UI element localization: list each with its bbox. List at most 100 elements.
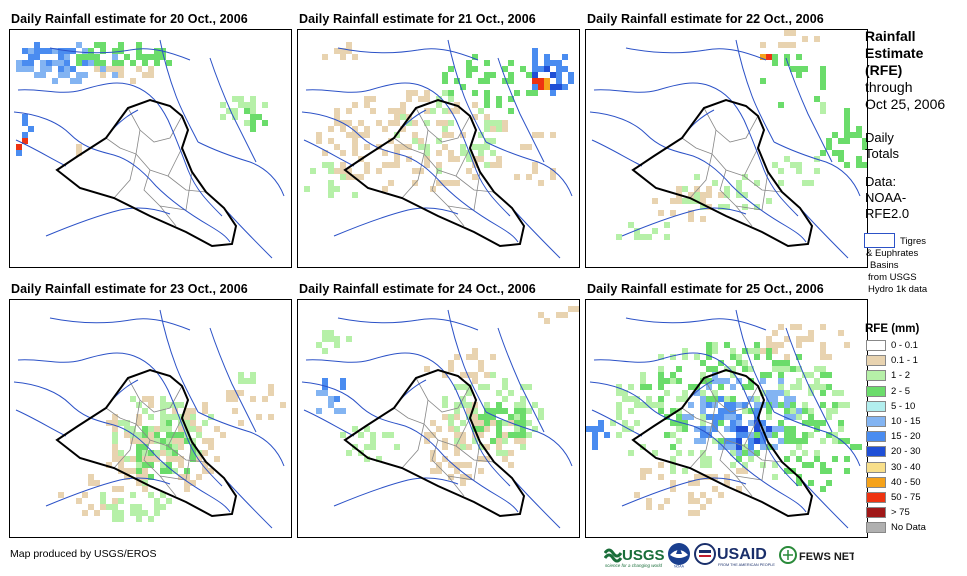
rainfall-cell: [238, 390, 244, 396]
rainfall-cell: [22, 48, 28, 54]
rainfall-cell: [100, 498, 106, 504]
rainfall-cell: [172, 432, 178, 438]
rainfall-cell: [316, 138, 322, 144]
rainfall-cell: [646, 384, 652, 390]
basin-river: [591, 409, 643, 437]
rainfall-cell: [784, 42, 790, 48]
rainfall-cell: [112, 72, 118, 78]
rainfall-cell: [844, 342, 850, 348]
basin-river: [485, 411, 573, 467]
rainfall-cell: [670, 480, 676, 486]
rainfall-cell: [178, 414, 184, 420]
rainfall-cell: [766, 390, 772, 396]
rainfall-cell: [760, 78, 766, 84]
rainfall-cell: [478, 420, 484, 426]
rainfall-cell: [562, 54, 568, 60]
rainfall-cell: [484, 420, 490, 426]
rainfall-cell: [154, 60, 160, 66]
rainfall-cell: [364, 126, 370, 132]
rainfall-cell: [808, 480, 814, 486]
rainfall-cell: [796, 456, 802, 462]
rainfall-cell: [76, 144, 82, 150]
rainfall-cell: [334, 396, 340, 402]
rainfall-cell: [340, 432, 346, 438]
rainfall-cell: [772, 390, 778, 396]
rainfall-cell: [520, 144, 526, 150]
rfe-legend-item: 15 - 20: [866, 430, 966, 443]
rainfall-cell: [760, 348, 766, 354]
rainfall-cell: [532, 72, 538, 78]
rainfall-cell: [832, 132, 838, 138]
rainfall-grid: [616, 30, 867, 240]
rainfall-cell: [802, 432, 808, 438]
rainfall-cell: [730, 384, 736, 390]
rainfall-cell: [790, 426, 796, 432]
rainfall-cell: [670, 468, 676, 474]
rfe-legend-swatch: [866, 492, 886, 503]
rainfall-cell: [334, 336, 340, 342]
rainfall-cell: [316, 342, 322, 348]
rainfall-cell: [814, 420, 820, 426]
rainfall-cell: [688, 510, 694, 516]
rainfall-cell: [190, 414, 196, 420]
rainfall-cell: [712, 366, 718, 372]
rainfall-cell: [106, 66, 112, 72]
rainfall-cell: [34, 42, 40, 48]
rainfall-cell: [442, 132, 448, 138]
rainfall-cell: [538, 132, 544, 138]
rainfall-cell: [472, 378, 478, 384]
rainfall-cell: [388, 432, 394, 438]
rainfall-cell: [700, 438, 706, 444]
rainfall-cell: [526, 408, 532, 414]
rainfall-cell: [238, 96, 244, 102]
rainfall-cell: [646, 396, 652, 402]
rainfall-cell: [448, 132, 454, 138]
rainfall-cell: [760, 372, 766, 378]
rainfall-cell: [790, 402, 796, 408]
rainfall-cell: [616, 234, 622, 240]
rainfall-cell: [328, 180, 334, 186]
rainfall-cell: [172, 402, 178, 408]
rainfall-cell: [778, 390, 784, 396]
rainfall-cell: [562, 84, 568, 90]
rainfall-cell: [544, 54, 550, 60]
basin-river: [13, 111, 231, 243]
rainfall-cell: [172, 450, 178, 456]
rainfall-cell: [322, 162, 328, 168]
rfe-legend-swatch: [866, 431, 886, 443]
rainfall-cell: [766, 342, 772, 348]
basin-river: [625, 317, 767, 331]
rainfall-map: [301, 39, 574, 259]
rainfall-cell: [496, 432, 502, 438]
rainfall-cell: [700, 216, 706, 222]
basin-river: [785, 327, 833, 433]
rainfall-cell: [232, 396, 238, 402]
rainfall-cell: [526, 72, 532, 78]
rainfall-cell: [490, 72, 496, 78]
rainfall-cell: [682, 420, 688, 426]
rainfall-cell: [658, 372, 664, 378]
rainfall-cell: [112, 498, 118, 504]
province-boundary: [127, 107, 183, 143]
rainfall-cell: [118, 456, 124, 462]
basin-river: [333, 207, 459, 237]
rainfall-cell: [682, 468, 688, 474]
rainfall-cell: [340, 48, 346, 54]
rainfall-cell: [652, 402, 658, 408]
rainfall-cell: [184, 480, 190, 486]
rainfall-cell: [766, 432, 772, 438]
rainfall-cell: [784, 468, 790, 474]
rainfall-cell: [424, 96, 430, 102]
rainfall-cell: [748, 420, 754, 426]
rainfall-cell: [820, 72, 826, 78]
rainfall-cell: [178, 444, 184, 450]
rainfall-cell: [484, 408, 490, 414]
rainfall-cell: [442, 414, 448, 420]
rainfall-cell: [532, 66, 538, 72]
rainfall-map: [589, 30, 867, 259]
rainfall-cell: [670, 198, 676, 204]
rainfall-cell: [838, 426, 844, 432]
rainfall-cell: [844, 438, 850, 444]
rainfall-cell: [730, 366, 736, 372]
rainfall-cell: [766, 402, 772, 408]
